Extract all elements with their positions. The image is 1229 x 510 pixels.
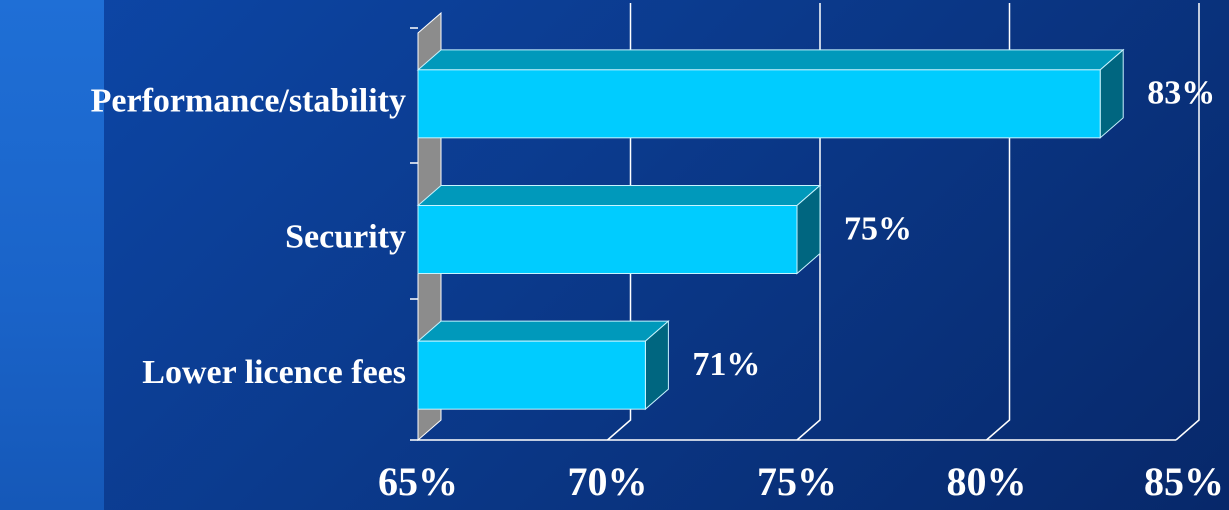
x-tick-label: 65%	[378, 459, 458, 504]
x-tick-label: 70%	[568, 459, 648, 504]
gridline	[986, 3, 1011, 441]
x-tick-label: 80%	[947, 459, 1027, 504]
data-label: 71%	[692, 346, 760, 383]
bar	[417, 205, 798, 274]
bar	[417, 69, 1101, 139]
bar-top	[416, 185, 822, 206]
category-label: Lower licence fees	[142, 354, 406, 391]
data-label: 83%	[1147, 75, 1215, 112]
category-label: Security	[285, 218, 406, 255]
x-tick-label: 75%	[757, 459, 837, 504]
data-label: 75%	[844, 210, 912, 247]
bar	[417, 340, 646, 410]
gridline	[796, 3, 821, 441]
gridline	[1175, 3, 1200, 441]
bar-top	[416, 49, 1125, 71]
gridline	[607, 3, 632, 441]
bar-top	[416, 320, 670, 342]
side-strip	[0, 0, 104, 510]
category-label: Performance/stability	[91, 83, 406, 120]
x-tick-label: 85%	[1144, 459, 1224, 504]
